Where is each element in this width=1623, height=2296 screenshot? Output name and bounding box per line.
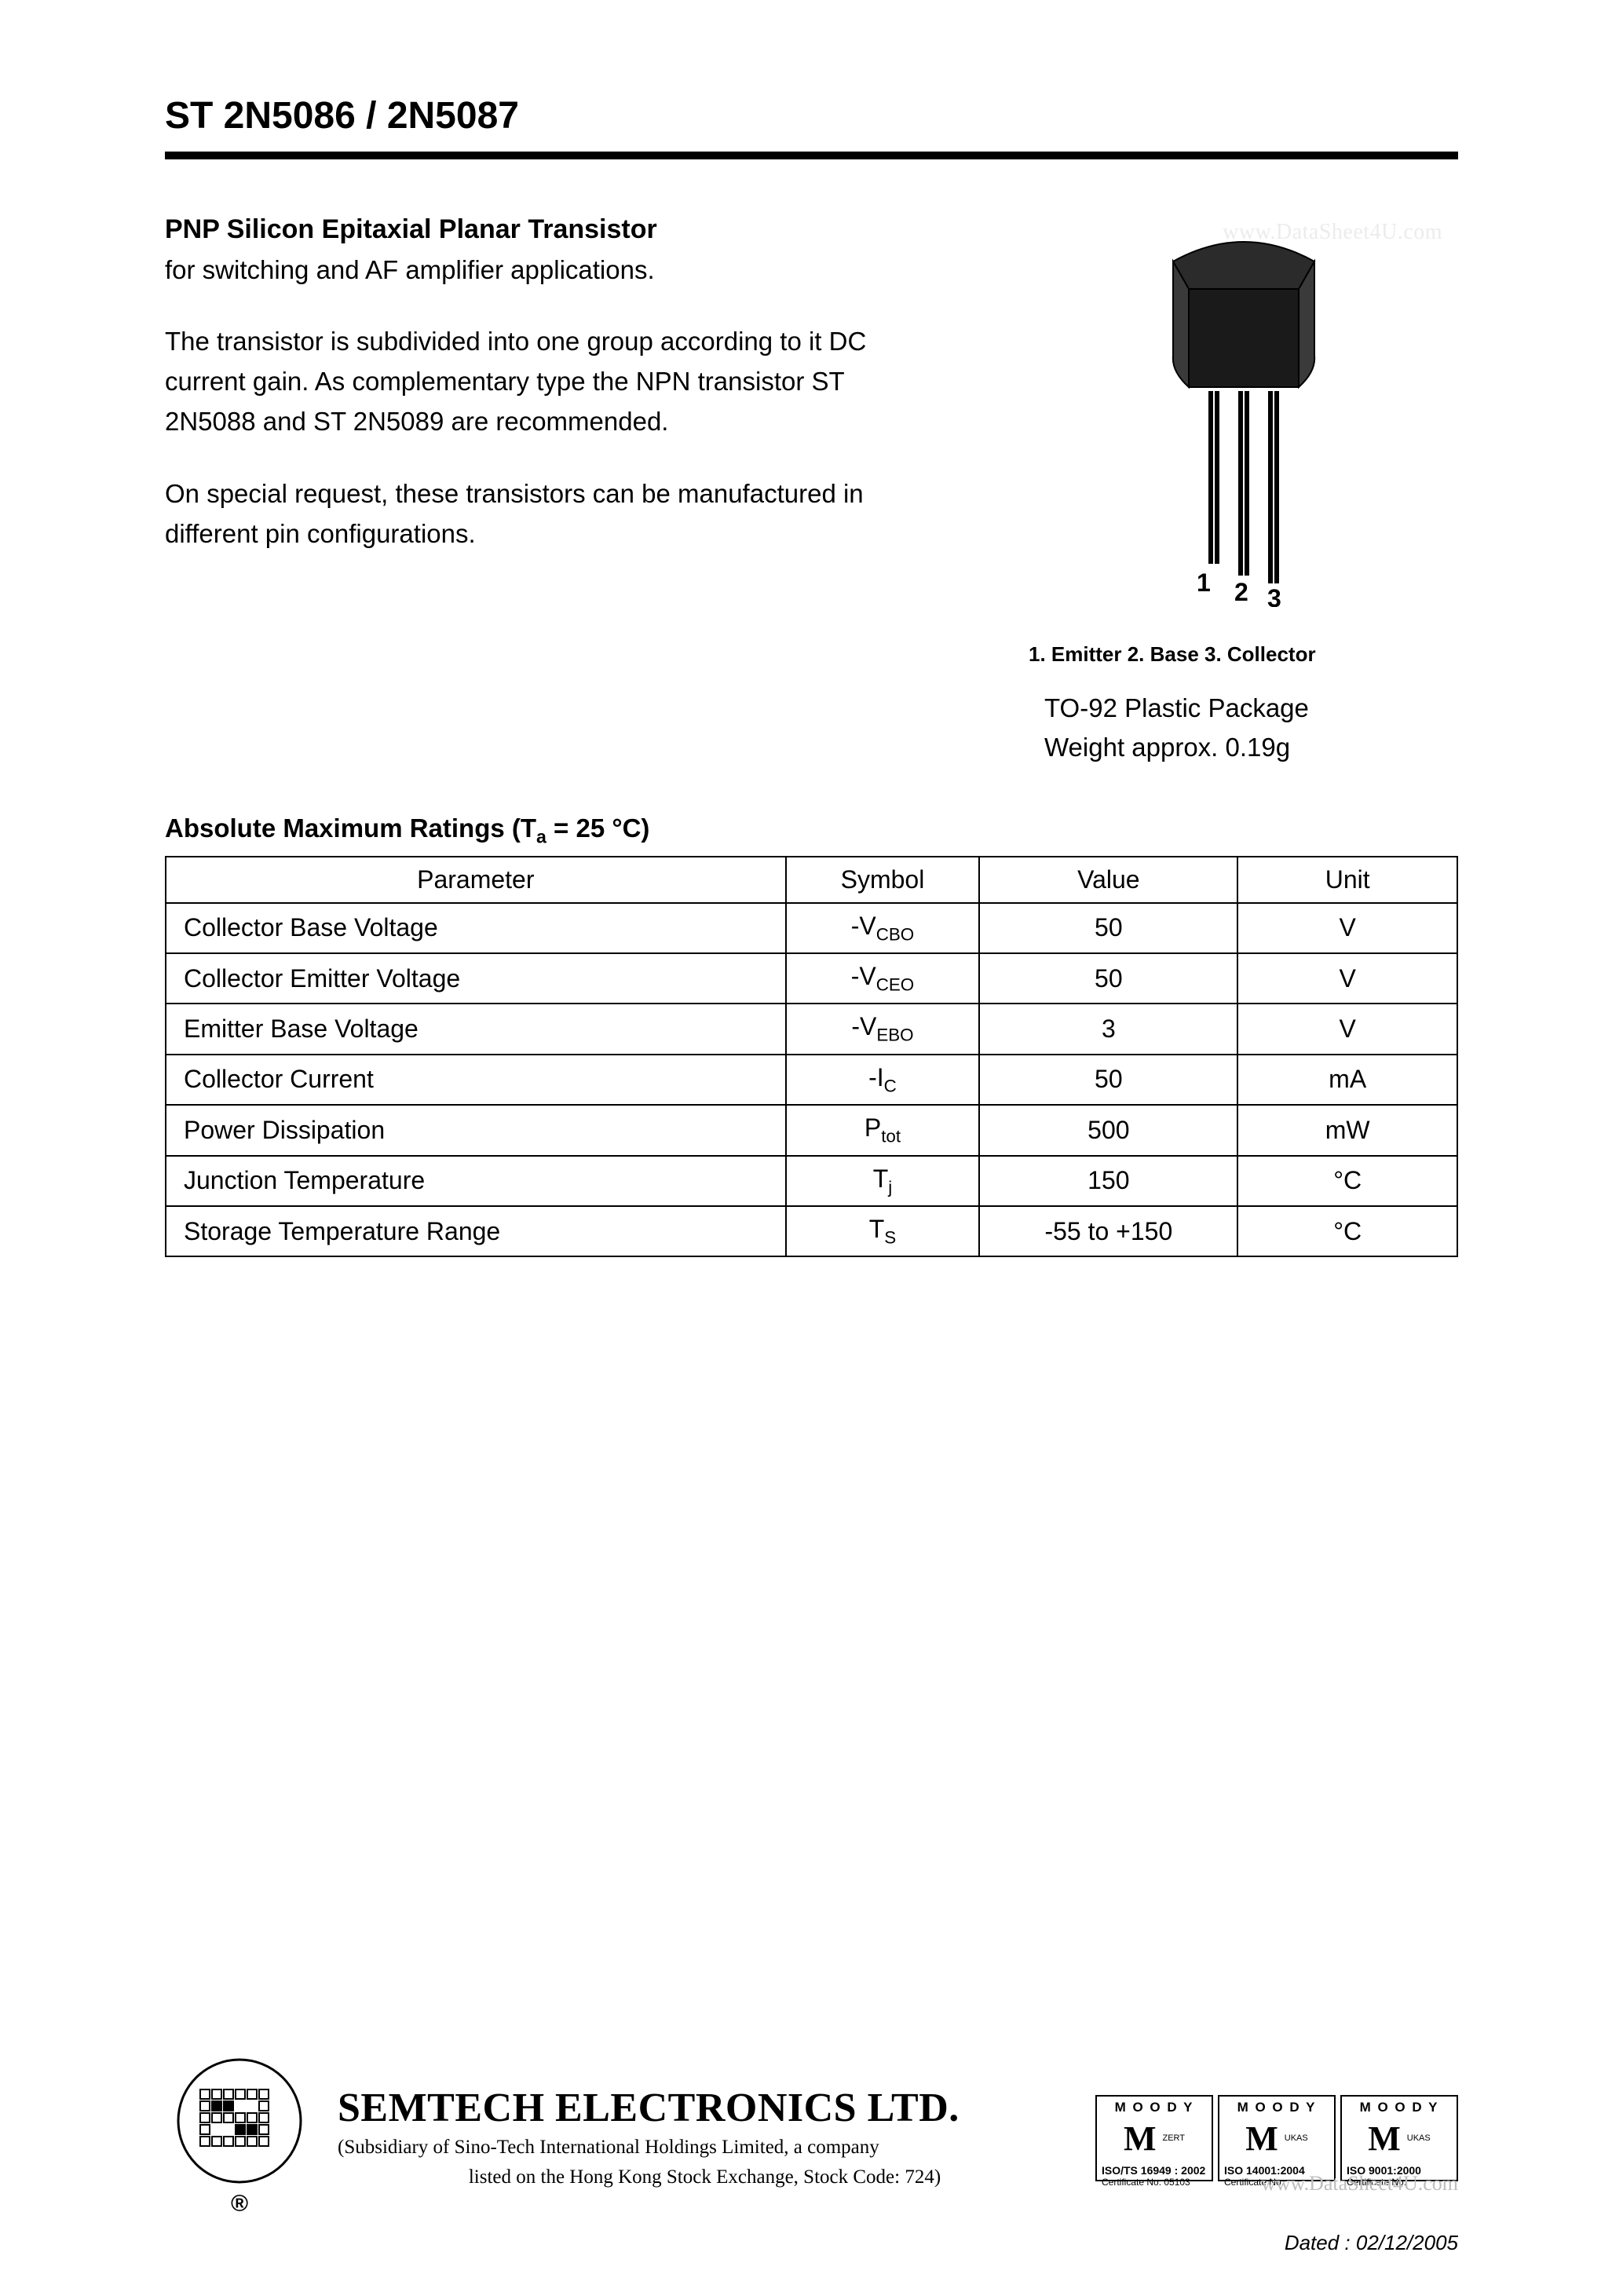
title-divider	[165, 152, 1458, 159]
company-info: SEMTECH ELECTRONICS LTD. (Subsidiary of …	[338, 2085, 1072, 2191]
cell-unit: mA	[1237, 1055, 1457, 1105]
cell-symbol: -VCBO	[786, 903, 980, 953]
intro-section: PNP Silicon Epitaxial Planar Transistor …	[165, 214, 1458, 766]
cert-m-icon: M	[1245, 2119, 1278, 2159]
table-row: Storage Temperature RangeTS-55 to +150°C	[166, 1206, 1457, 1256]
cell-value: 150	[979, 1156, 1237, 1206]
company-sub1: (Subsidiary of Sino-Tech International H…	[338, 2134, 1072, 2161]
watermark-bottom: www.DataSheet4U.com	[1261, 2172, 1458, 2195]
cell-parameter: Power Dissipation	[166, 1105, 786, 1155]
cell-value: -55 to +150	[979, 1206, 1237, 1256]
cert-side-label: ZERT	[1163, 2133, 1186, 2143]
company-sub2: listed on the Hong Kong Stock Exchange, …	[338, 2164, 1072, 2191]
cell-parameter: Emitter Base Voltage	[166, 1004, 786, 1054]
to92-icon: 1 2 3	[1142, 214, 1346, 607]
cell-symbol: TS	[786, 1206, 980, 1256]
company-name: SEMTECH ELECTRONICS LTD.	[338, 2085, 1072, 2131]
table-row: Power DissipationPtot500mW	[166, 1105, 1457, 1155]
cert-moody-label: M O O D Y	[1347, 2100, 1452, 2115]
ratings-heading: Absolute Maximum Ratings (Ta = 25 °C)	[165, 813, 1458, 848]
cell-unit: V	[1237, 953, 1457, 1004]
cell-unit: °C	[1237, 1156, 1457, 1206]
table-row: Junction TemperatureTj150°C	[166, 1156, 1457, 1206]
table-row: Emitter Base Voltage-VEBO3V	[166, 1004, 1457, 1054]
page-title: ST 2N5086 / 2N5087	[165, 94, 1458, 137]
package-name: TO-92 Plastic Package	[1044, 689, 1458, 728]
intro-para2: The transistor is subdivided into one gr…	[165, 321, 919, 441]
cell-unit: V	[1237, 903, 1457, 953]
intro-line1: for switching and AF amplifier applicati…	[165, 250, 919, 290]
page-footer: ® SEMTECH ELECTRONICS LTD. (Subsidiary o…	[165, 2058, 1458, 2217]
pin-label-2: 2	[1234, 578, 1248, 606]
cell-value: 50	[979, 1055, 1237, 1105]
registered-mark: ®	[165, 2191, 314, 2217]
pin-legend: 1. Emitter 2. Base 3. Collector	[1029, 642, 1458, 667]
cert-badge: M O O D YMZERTISO/TS 16949 : 2002Certifi…	[1095, 2095, 1213, 2181]
cell-parameter: Junction Temperature	[166, 1156, 786, 1206]
cell-symbol: Tj	[786, 1156, 980, 1206]
cell-symbol: -VCEO	[786, 953, 980, 1004]
cell-parameter: Collector Base Voltage	[166, 903, 786, 953]
cert-side-label: UKAS	[1407, 2133, 1431, 2143]
cell-parameter: Storage Temperature Range	[166, 1206, 786, 1256]
cell-symbol: -IC	[786, 1055, 980, 1105]
intro-para3: On special request, these transistors ca…	[165, 473, 919, 554]
table-row: Collector Emitter Voltage-VCEO50V	[166, 953, 1457, 1004]
cell-unit: mW	[1237, 1105, 1457, 1155]
cell-value: 500	[979, 1105, 1237, 1155]
dated: Dated : 02/12/2005	[1285, 2231, 1458, 2255]
company-logo: ®	[165, 2058, 314, 2217]
col-value: Value	[979, 857, 1237, 903]
product-type-heading: PNP Silicon Epitaxial Planar Transistor	[165, 214, 919, 245]
package-weight: Weight approx. 0.19g	[1044, 728, 1458, 767]
pin-label-1: 1	[1197, 569, 1211, 597]
col-unit: Unit	[1237, 857, 1457, 903]
logo-icon	[173, 2058, 306, 2192]
cell-symbol: Ptot	[786, 1105, 980, 1155]
col-parameter: Parameter	[166, 857, 786, 903]
package-drawing: 1 2 3	[1029, 214, 1458, 611]
cert-standard: ISO/TS 16949 : 2002	[1102, 2164, 1207, 2177]
cell-parameter: Collector Current	[166, 1055, 786, 1105]
cert-badge: M O O D YMUKASISO 14001:2004Certificate …	[1218, 2095, 1336, 2181]
certifications: M O O D YMZERTISO/TS 16949 : 2002Certifi…	[1095, 2095, 1458, 2181]
package-column: 1 2 3 1. Emitter 2. Base 3. Collector TO…	[966, 214, 1458, 766]
col-symbol: Symbol	[786, 857, 980, 903]
cell-unit: °C	[1237, 1206, 1457, 1256]
cert-side-label: UKAS	[1285, 2133, 1308, 2143]
cert-moody-label: M O O D Y	[1102, 2100, 1207, 2115]
cell-parameter: Collector Emitter Voltage	[166, 953, 786, 1004]
watermark-top: www.DataSheet4U.com	[1223, 220, 1442, 245]
table-row: Collector Current-IC50mA	[166, 1055, 1457, 1105]
cert-number: Certificate No. 05103	[1102, 2177, 1207, 2188]
cell-value: 50	[979, 953, 1237, 1004]
cell-value: 3	[979, 1004, 1237, 1054]
cert-m-icon: M	[1124, 2119, 1157, 2159]
table-header-row: Parameter Symbol Value Unit	[166, 857, 1457, 903]
cell-symbol: -VEBO	[786, 1004, 980, 1054]
cert-moody-label: M O O D Y	[1224, 2100, 1329, 2115]
table-row: Collector Base Voltage-VCBO50V	[166, 903, 1457, 953]
cert-m-icon: M	[1368, 2119, 1401, 2159]
cell-value: 50	[979, 903, 1237, 953]
cert-badge: M O O D YMUKASISO 9001:2000Certificate N…	[1340, 2095, 1458, 2181]
ratings-table: Parameter Symbol Value Unit Collector Ba…	[165, 856, 1458, 1258]
pin-label-3: 3	[1267, 584, 1281, 607]
cell-unit: V	[1237, 1004, 1457, 1054]
intro-text-column: PNP Silicon Epitaxial Planar Transistor …	[165, 214, 919, 766]
